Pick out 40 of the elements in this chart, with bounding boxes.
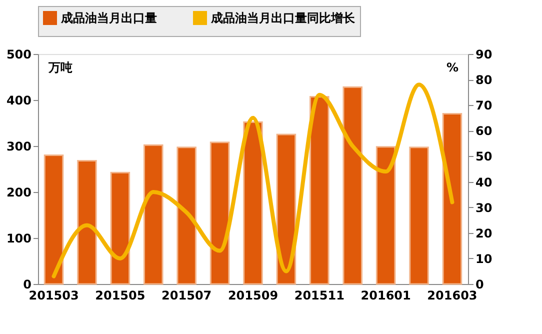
- x-tick-label: 201601: [360, 288, 411, 302]
- bar: [409, 146, 429, 285]
- line-series: [52, 82, 454, 278]
- x-tick-label: 201511: [294, 288, 344, 302]
- y2-tick-label: 60: [476, 124, 492, 138]
- y2-tick-label: 30: [476, 200, 492, 215]
- x-tick-label: 201503: [28, 288, 79, 302]
- bar: [442, 113, 462, 285]
- x-tick-label: 201507: [162, 288, 212, 302]
- bar: [376, 146, 396, 285]
- y-tick-label: 100: [6, 232, 32, 246]
- bar: [44, 154, 64, 285]
- y2-tick-label: 10: [476, 252, 492, 266]
- bar: [176, 146, 196, 285]
- bar: [110, 172, 130, 285]
- bar: [342, 86, 362, 285]
- y2-tick-label: 20: [476, 226, 492, 240]
- x-tick-label: 201509: [228, 288, 278, 302]
- bar: [77, 160, 97, 285]
- y-tick-label: 400: [6, 94, 32, 108]
- y2-axis-title: %: [446, 60, 458, 74]
- y2-tick-label: 80: [476, 73, 492, 88]
- y-tick-label: 500: [6, 48, 32, 62]
- y-tick-label: 0: [23, 278, 32, 292]
- y-axis-title: 万吨: [48, 60, 72, 74]
- y2-tick-label: 0: [476, 278, 484, 292]
- y2-tick-label: 40: [476, 175, 492, 190]
- legend-label: 成品油当月出口量同比增长: [210, 11, 356, 25]
- x-tick-label: 201603: [427, 288, 478, 302]
- y-tick-label: 300: [6, 140, 32, 154]
- y2-tick-label: 90: [476, 48, 492, 62]
- bar: [210, 142, 230, 285]
- y-tick-label: 200: [6, 186, 32, 200]
- bar: [310, 96, 330, 285]
- bar: [144, 144, 164, 285]
- y2-tick-label: 70: [476, 98, 492, 113]
- y2-tick-label: 50: [476, 150, 492, 164]
- bar: [243, 121, 263, 285]
- legend-label: 成品油当月出口量: [60, 11, 157, 25]
- x-tick-label: 201505: [95, 288, 146, 302]
